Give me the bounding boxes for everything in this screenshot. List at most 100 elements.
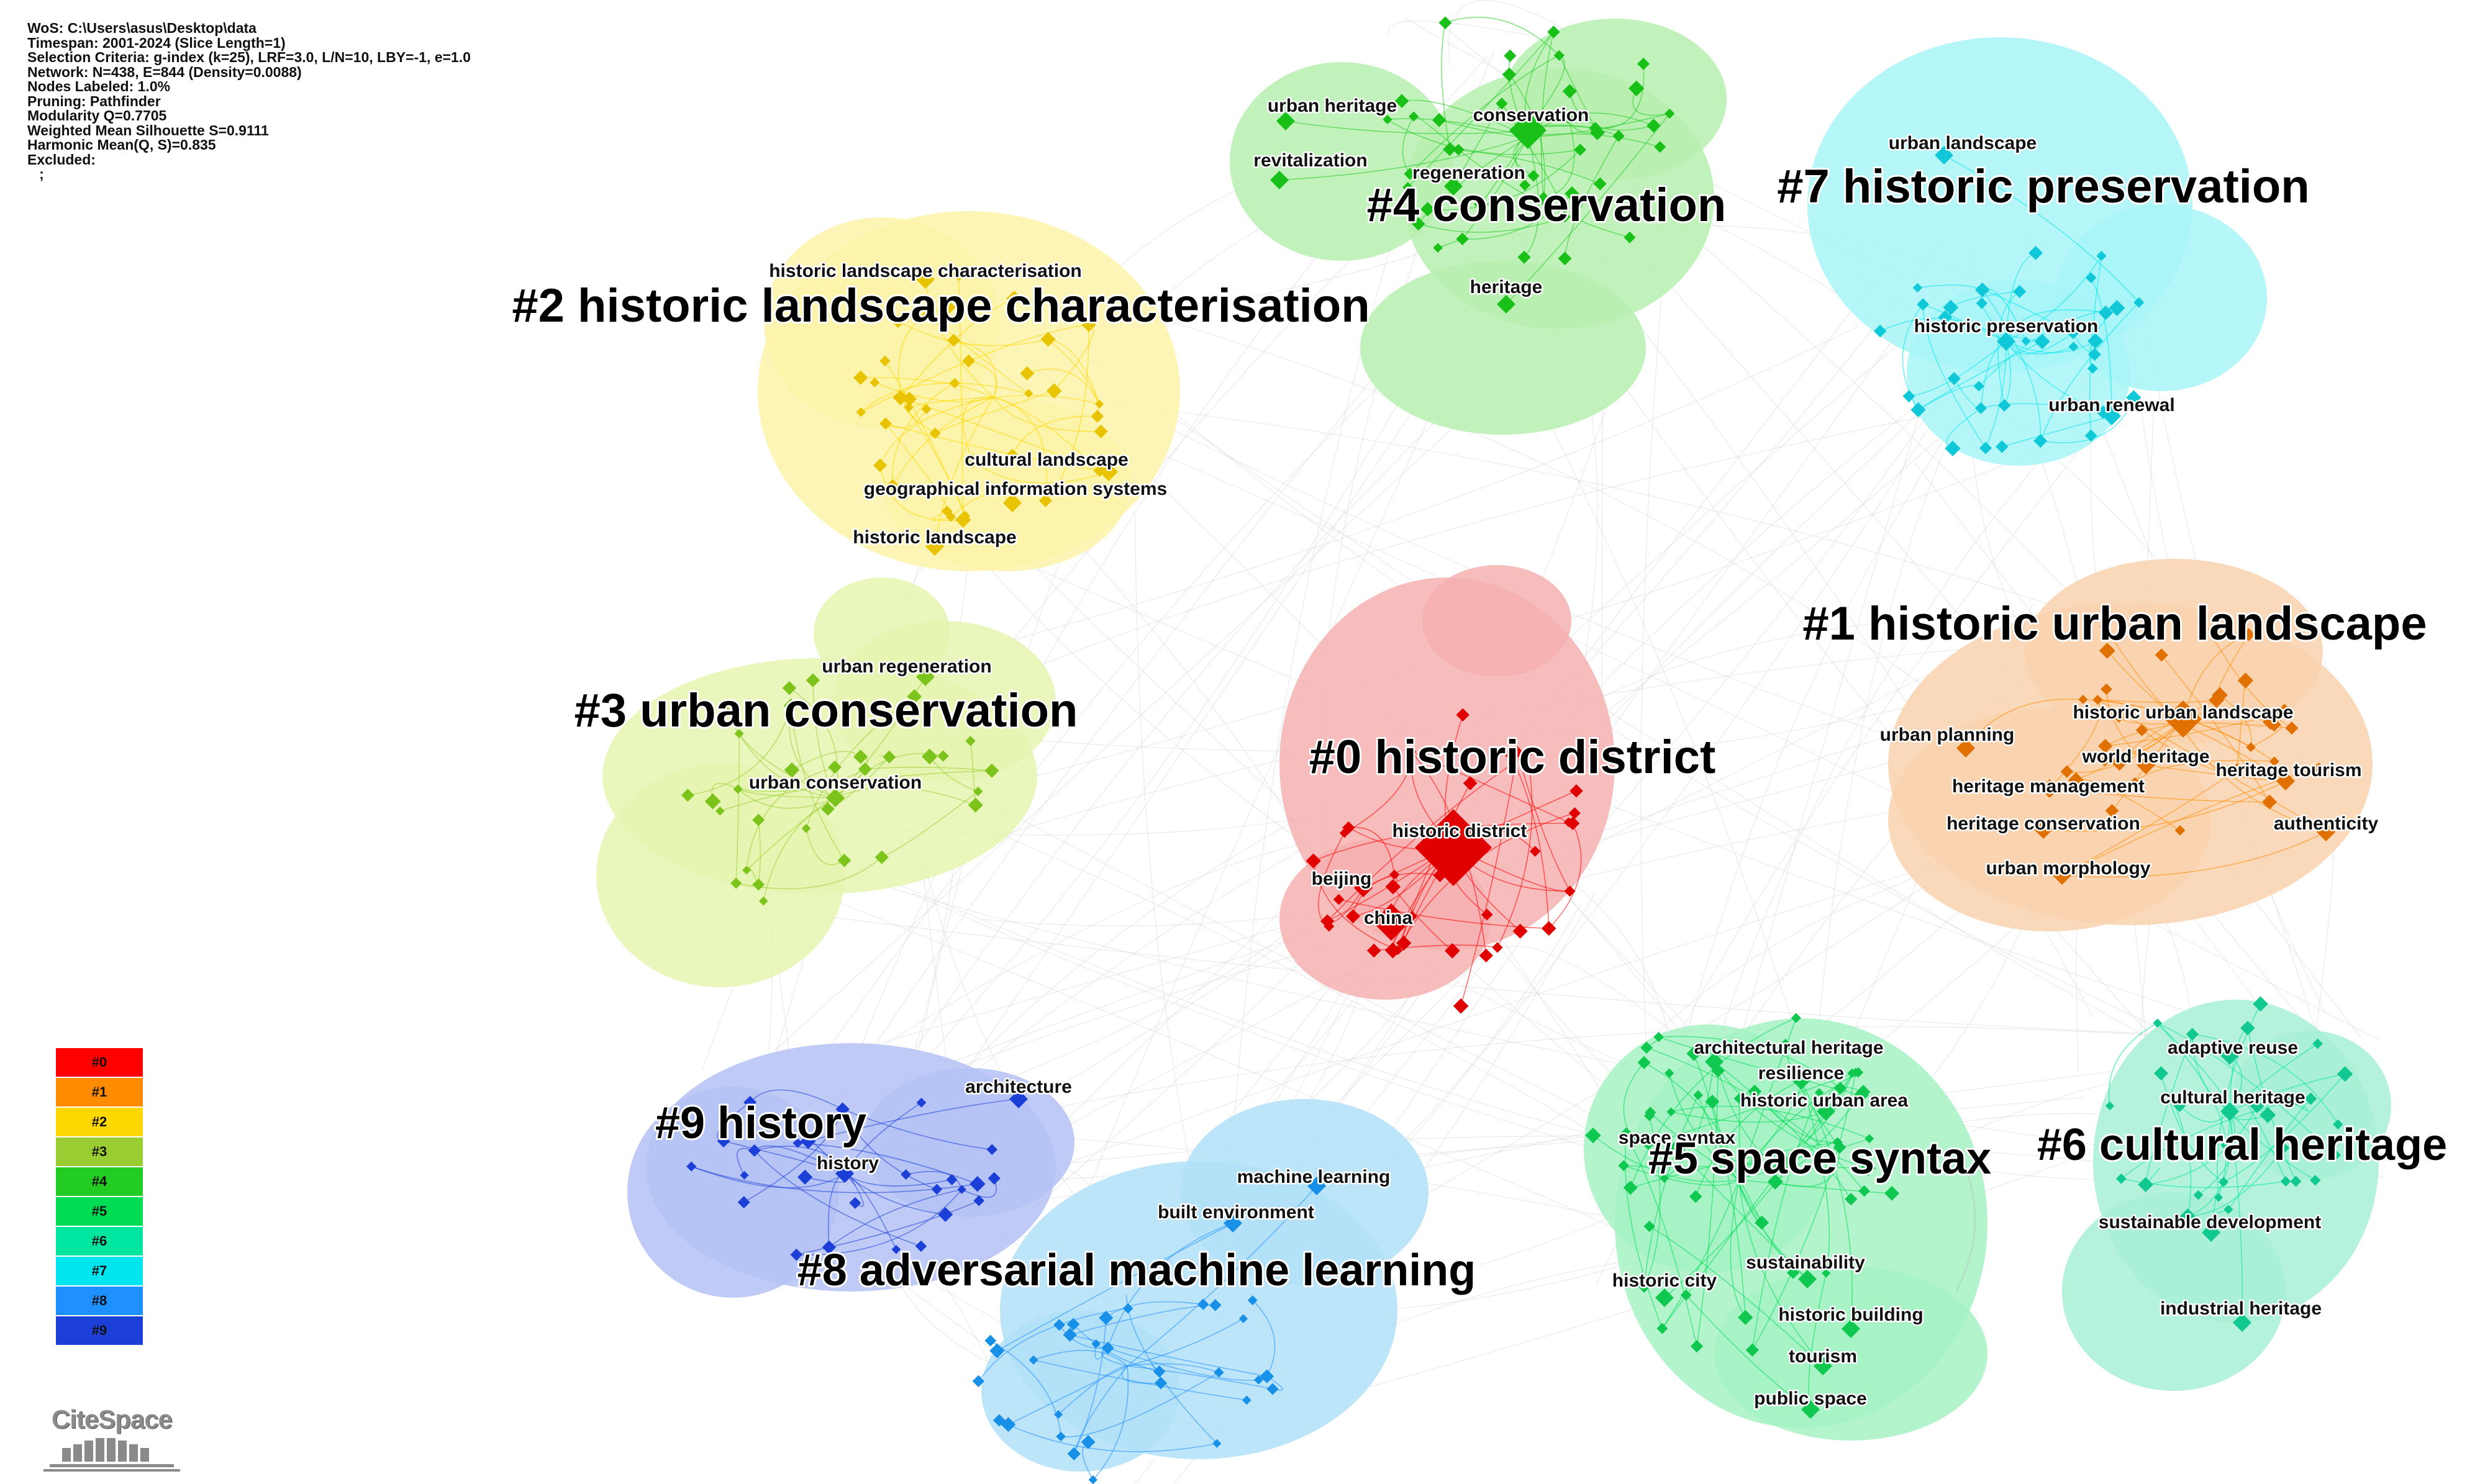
keyword-node — [879, 417, 892, 430]
keyword-node — [1860, 1160, 1876, 1177]
link — [1751, 1072, 1856, 1351]
logo-bars-icon — [43, 1438, 180, 1472]
keyword-node — [1366, 943, 1381, 958]
keyword-node — [2242, 628, 2256, 641]
keyword-node — [883, 750, 896, 764]
link — [1625, 1134, 1697, 1347]
cluster-label: #6 cultural heritage — [2037, 1120, 2447, 1170]
link — [2145, 764, 2286, 782]
keyword-node — [2013, 285, 2027, 298]
link — [790, 705, 845, 861]
keyword-node — [1445, 943, 1460, 959]
link — [1643, 1115, 1661, 1288]
keyword-node — [1101, 1341, 1114, 1355]
link — [750, 1089, 843, 1110]
keyword-node — [2099, 621, 2110, 631]
keyword-node — [1593, 177, 1607, 191]
link — [2229, 1111, 2243, 1323]
keyword-node — [2174, 825, 2186, 836]
keyword-node — [1547, 25, 1560, 38]
keyword-node — [2193, 1190, 2204, 1200]
link — [1595, 63, 1645, 129]
keyword-node — [2164, 700, 2202, 738]
keyword-label: beijing — [1312, 869, 1372, 889]
keyword-node — [901, 1169, 911, 1180]
link — [978, 1308, 1129, 1382]
keyword-node — [1053, 1319, 1066, 1331]
link — [1392, 886, 1453, 951]
link — [1073, 1318, 1107, 1454]
keyword-node — [2260, 1106, 2276, 1123]
keyword-node — [2099, 756, 2110, 767]
keyword-node — [2237, 672, 2254, 689]
link — [2005, 341, 2074, 355]
cluster-label: #4 conservation — [1367, 179, 1727, 232]
keyword-node — [1660, 1174, 1669, 1183]
keyword-node — [1099, 1310, 1114, 1325]
keyword-node — [2304, 1092, 2317, 1105]
keyword-node — [1847, 1068, 1857, 1079]
keyword-node — [1680, 1289, 1692, 1301]
keyword-node — [1512, 746, 1524, 758]
link — [1401, 99, 1528, 137]
keyword-node — [730, 877, 742, 889]
link — [2005, 252, 2036, 342]
keyword-node — [941, 505, 953, 517]
citespace-logo: CiteSpace — [37, 1405, 186, 1479]
keyword-node — [2263, 714, 2279, 730]
keyword-node — [2330, 1149, 2341, 1161]
keyword-node — [989, 1343, 1005, 1359]
keyword-label: regeneration — [1412, 163, 1525, 183]
keyword-node — [783, 698, 799, 713]
keyword-node — [2179, 1208, 2196, 1224]
keyword-node — [2060, 765, 2074, 778]
link — [827, 756, 890, 810]
keyword-node — [1512, 923, 1528, 939]
keyword-node — [790, 1248, 803, 1261]
keyword-node — [1384, 942, 1401, 959]
link — [1965, 699, 2083, 749]
cluster-area-c6 — [2230, 1031, 2391, 1180]
keyword-node — [1558, 251, 1572, 266]
background-link — [1388, 20, 1530, 36]
link — [2002, 415, 2112, 448]
keyword-node — [2040, 779, 2059, 798]
link — [2145, 1034, 2193, 1185]
keyword-label: history — [817, 1153, 879, 1174]
keyword-label: urban heritage — [1268, 96, 1397, 116]
link — [2105, 710, 2285, 747]
keyword-node — [1912, 283, 1923, 293]
link — [993, 397, 1101, 471]
keyword-label: sustainable development — [2099, 1212, 2321, 1233]
keyword-node — [1354, 879, 1373, 897]
link — [1801, 1080, 1853, 1329]
keyword-label: industrial heritage — [2160, 1298, 2322, 1319]
keyword-label: historic urban landscape — [2073, 702, 2293, 723]
keyword-label: architecture — [965, 1077, 1072, 1097]
keyword-node — [1214, 1367, 1224, 1378]
link — [1661, 1072, 1856, 1329]
keyword-node — [1122, 1303, 1133, 1314]
keyword-node — [946, 1174, 958, 1185]
keyword-node — [915, 1240, 927, 1252]
keyword-node — [870, 378, 880, 387]
keyword-node — [1643, 1139, 1654, 1151]
link — [1714, 1061, 1868, 1169]
keyword-node — [1503, 746, 1517, 761]
link — [1738, 1179, 1892, 1194]
link — [1313, 823, 1573, 862]
summary-line: Timespan: 2001-2024 (Slice Length=1) — [27, 34, 286, 51]
link — [935, 390, 1055, 434]
link — [879, 397, 994, 466]
cluster-labels: #0 historic district #1 historic urban la… — [510, 158, 2449, 1297]
keyword-node — [1566, 817, 1580, 831]
keyword-node — [2021, 336, 2031, 346]
link — [993, 395, 1100, 405]
keyword-node — [1585, 1127, 1601, 1144]
keyword-node — [853, 370, 868, 385]
link — [1279, 136, 1528, 181]
keyword-node — [965, 453, 980, 468]
keyword-nodes — [681, 16, 2353, 1484]
keyword-node — [1689, 1190, 1702, 1203]
keyword-node — [1081, 1434, 1096, 1449]
